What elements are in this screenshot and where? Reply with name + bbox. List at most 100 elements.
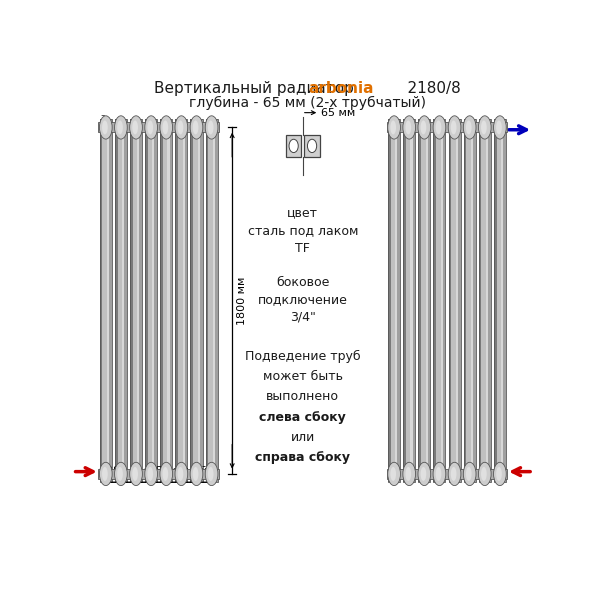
Ellipse shape <box>418 462 431 485</box>
Ellipse shape <box>466 121 472 134</box>
Polygon shape <box>421 119 425 482</box>
Polygon shape <box>425 119 428 482</box>
Text: Вертикальный радиатор           2180/8: Вертикальный радиатор 2180/8 <box>154 80 461 95</box>
Polygon shape <box>503 119 506 482</box>
Polygon shape <box>443 119 445 482</box>
Ellipse shape <box>463 462 476 485</box>
Ellipse shape <box>193 121 199 134</box>
Ellipse shape <box>496 121 502 134</box>
Polygon shape <box>501 119 503 482</box>
Polygon shape <box>190 119 193 482</box>
Ellipse shape <box>436 467 442 481</box>
Polygon shape <box>449 119 451 482</box>
Polygon shape <box>109 119 112 482</box>
Ellipse shape <box>388 116 400 139</box>
Ellipse shape <box>403 116 416 139</box>
Ellipse shape <box>463 116 476 139</box>
Polygon shape <box>139 119 142 482</box>
Text: глубина - 65 мм (2-х трубчатый): глубина - 65 мм (2-х трубчатый) <box>189 95 426 110</box>
Ellipse shape <box>478 116 491 139</box>
Polygon shape <box>163 119 167 482</box>
Ellipse shape <box>115 462 127 485</box>
Polygon shape <box>160 119 163 482</box>
Text: TF: TF <box>295 242 310 254</box>
Ellipse shape <box>448 462 461 485</box>
Ellipse shape <box>481 467 487 481</box>
Ellipse shape <box>148 467 153 481</box>
Ellipse shape <box>163 467 168 481</box>
Ellipse shape <box>307 139 317 152</box>
Ellipse shape <box>478 462 491 485</box>
Ellipse shape <box>205 116 218 139</box>
Ellipse shape <box>132 121 138 134</box>
Ellipse shape <box>130 462 142 485</box>
Text: сталь под лаком: сталь под лаком <box>248 224 358 237</box>
Polygon shape <box>388 119 391 482</box>
Ellipse shape <box>100 462 112 485</box>
Polygon shape <box>395 119 397 482</box>
Bar <box>304 135 320 157</box>
Polygon shape <box>175 119 178 482</box>
Ellipse shape <box>433 116 446 139</box>
Polygon shape <box>403 119 406 482</box>
Bar <box>386 122 508 133</box>
Polygon shape <box>464 119 466 482</box>
Polygon shape <box>391 119 395 482</box>
Text: 384 мм (8 секций): 384 мм (8 секций) <box>106 466 212 476</box>
Polygon shape <box>197 119 200 482</box>
Polygon shape <box>145 119 148 482</box>
Polygon shape <box>185 119 187 482</box>
Polygon shape <box>137 119 139 482</box>
Polygon shape <box>418 119 421 482</box>
Polygon shape <box>133 119 137 482</box>
Bar <box>98 469 219 479</box>
Polygon shape <box>471 119 473 482</box>
Polygon shape <box>481 119 486 482</box>
Ellipse shape <box>388 462 400 485</box>
Polygon shape <box>410 119 413 482</box>
Ellipse shape <box>466 467 472 481</box>
Polygon shape <box>488 119 491 482</box>
Bar <box>98 122 219 133</box>
Polygon shape <box>208 119 213 482</box>
Polygon shape <box>152 119 154 482</box>
Bar <box>286 135 301 157</box>
Ellipse shape <box>160 462 173 485</box>
Ellipse shape <box>190 116 203 139</box>
Ellipse shape <box>178 121 184 134</box>
Ellipse shape <box>175 116 188 139</box>
Text: arbonia: arbonia <box>308 80 374 95</box>
Ellipse shape <box>115 116 127 139</box>
Ellipse shape <box>208 121 214 134</box>
Ellipse shape <box>175 462 188 485</box>
Polygon shape <box>451 119 456 482</box>
Polygon shape <box>182 119 185 482</box>
Ellipse shape <box>130 116 142 139</box>
Ellipse shape <box>418 116 431 139</box>
Ellipse shape <box>148 121 153 134</box>
Ellipse shape <box>451 121 457 134</box>
Text: подключение: подключение <box>258 293 348 306</box>
Ellipse shape <box>190 462 203 485</box>
Ellipse shape <box>403 462 416 485</box>
Polygon shape <box>118 119 122 482</box>
Ellipse shape <box>421 467 426 481</box>
Bar <box>386 469 508 479</box>
Polygon shape <box>178 119 182 482</box>
Text: может быть: может быть <box>263 370 343 383</box>
Ellipse shape <box>289 139 298 152</box>
Polygon shape <box>167 119 170 482</box>
Polygon shape <box>436 119 440 482</box>
Ellipse shape <box>117 467 123 481</box>
Polygon shape <box>413 119 415 482</box>
Ellipse shape <box>100 116 112 139</box>
Ellipse shape <box>494 116 506 139</box>
Ellipse shape <box>178 467 184 481</box>
Polygon shape <box>200 119 203 482</box>
Polygon shape <box>494 119 497 482</box>
Ellipse shape <box>102 467 108 481</box>
Ellipse shape <box>205 462 218 485</box>
Text: 3/4": 3/4" <box>290 311 316 324</box>
Polygon shape <box>458 119 461 482</box>
Text: 65 мм: 65 мм <box>321 107 356 118</box>
